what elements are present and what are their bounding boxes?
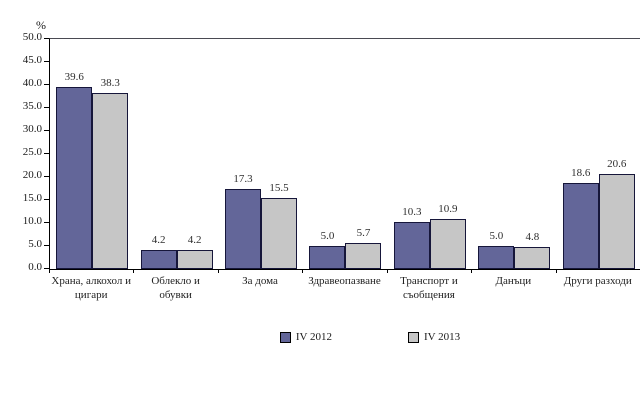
- bar-group: 4.2 4.2: [134, 39, 218, 269]
- category-label: Здравеопазване: [302, 274, 386, 303]
- y-axis-tick-mark: [44, 152, 49, 154]
- bar-pair: 10.3 10.9: [393, 203, 466, 269]
- legend-item: IV 2012: [279, 331, 332, 343]
- category-label: Други разходи: [556, 274, 640, 303]
- category-label-line: Други разходи: [563, 275, 632, 287]
- bar-group: 5.0 4.8: [472, 39, 556, 269]
- bar-value-label: 10.3: [402, 206, 422, 218]
- legend: IV 2012 IV 2013: [0, 331, 640, 343]
- category-label-line: За дома: [242, 275, 278, 287]
- y-axis-tick-label: 45.0: [22, 54, 42, 66]
- bar-iv-2012: 39.6: [56, 71, 93, 269]
- bar-pair: 5.0 4.8: [478, 230, 551, 269]
- legend-swatch-icon: [279, 331, 291, 343]
- bar-value-label: 20.6: [607, 158, 627, 170]
- bar-pair: 39.6 38.3: [56, 71, 129, 269]
- bar-iv-2013: 20.6: [598, 158, 635, 269]
- category-label-line: Храна, алкохол и: [51, 275, 132, 287]
- legend-label: IV 2012: [295, 331, 332, 343]
- y-axis-tick-mark: [44, 129, 49, 131]
- y-axis-tick-mark: [44, 244, 49, 246]
- x-axis-tick-mark: [217, 269, 219, 273]
- x-axis-tick-mark: [386, 269, 388, 273]
- y-axis-tick-mark: [44, 106, 49, 108]
- bar-iv-2013: 4.8: [514, 231, 551, 269]
- bar-value-label: 38.3: [100, 77, 120, 89]
- category-label: Храна, алкохол и цигари: [49, 274, 133, 303]
- y-axis-tick-label: 0.0: [28, 261, 42, 273]
- y-axis-tick-label: 15.0: [22, 192, 42, 204]
- bar-value-label: 18.6: [571, 167, 591, 179]
- bar-group: 18.6 20.6: [557, 39, 640, 269]
- y-axis-tick-mark: [44, 267, 49, 269]
- y-axis-tick-label: 10.0: [22, 215, 42, 227]
- bar-iv-2012: 17.3: [225, 173, 262, 269]
- category-label: Облекло и обувки: [133, 274, 217, 303]
- category-label-line: Здравеопазване: [308, 275, 381, 287]
- category-label: За дома: [218, 274, 302, 303]
- bar-pair: 17.3 15.5: [225, 173, 298, 269]
- bar-group: 17.3 15.5: [219, 39, 303, 269]
- x-axis-tick-mark: [133, 269, 135, 273]
- y-axis-tick-label: 35.0: [22, 100, 42, 112]
- x-axis-tick-mark: [302, 269, 304, 273]
- bar-value-label: 17.3: [233, 173, 253, 185]
- bar-group: 39.6 38.3: [50, 39, 134, 269]
- bar-value-label: 4.2: [151, 234, 166, 246]
- bar-iv-2013: 10.9: [429, 203, 466, 269]
- bar-iv-2012: 18.6: [562, 167, 599, 269]
- y-axis-tick-label: 20.0: [22, 169, 42, 181]
- y-axis-tick-label: 5.0: [28, 238, 42, 250]
- category-label-line: Транспорт и: [400, 275, 458, 287]
- bar-value-label: 10.9: [438, 203, 458, 215]
- bar-group: 10.3 10.9: [388, 39, 472, 269]
- bar-iv-2012: 4.2: [140, 234, 177, 269]
- bar-value-label: 4.2: [187, 234, 202, 246]
- bar-iv-2012: 10.3: [393, 206, 430, 269]
- y-axis-tick-mark: [44, 198, 49, 200]
- bar-value-label: 15.5: [269, 182, 289, 194]
- bar-iv-2013: 5.7: [345, 227, 382, 269]
- y-axis-unit-label: %: [36, 18, 46, 32]
- bar-value-label: 39.6: [64, 71, 84, 83]
- x-axis-tick-mark: [49, 269, 50, 273]
- x-axis-tick-mark: [471, 269, 473, 273]
- bar-value-label: 5.7: [356, 227, 371, 239]
- legend-label: IV 2013: [424, 331, 461, 343]
- y-axis-tick-label: 40.0: [22, 77, 42, 89]
- plot-area: 39.6 38.3 4.2 4.2 17.3 15.5 5.0 5.7 10.3 10.9 5.0 4…: [49, 38, 640, 270]
- bar-pair: 4.2 4.2: [140, 234, 213, 269]
- y-axis-tick-label: 50.0: [22, 31, 42, 43]
- bar-pair: 5.0 5.7: [309, 227, 382, 269]
- x-axis-tick-mark: [555, 269, 557, 273]
- category-label-line: Облекло и: [151, 275, 200, 287]
- bar-iv-2013: 38.3: [92, 77, 129, 269]
- category-label: Транспорт и съобщения: [387, 274, 471, 303]
- bar-value-label: 4.8: [525, 231, 540, 243]
- bar-group: 5.0 5.7: [303, 39, 387, 269]
- category-label-line: обувки: [159, 289, 192, 302]
- category-axis: Храна, алкохол и цигари Облекло и обувки За …: [49, 274, 640, 303]
- category-label-line: съобщения: [402, 289, 455, 302]
- y-axis-tick-mark: [44, 83, 49, 85]
- bar-iv-2013: 4.2: [176, 234, 213, 269]
- legend-item: IV 2013: [408, 331, 460, 343]
- bar-iv-2012: 5.0: [478, 230, 515, 269]
- y-axis-tick-mark: [44, 221, 49, 223]
- y-axis-tick-mark: [44, 37, 49, 39]
- category-label-line: Данъци: [495, 275, 532, 287]
- y-axis-tick-mark: [44, 60, 49, 62]
- legend-swatch-icon: [408, 331, 419, 343]
- bar-iv-2013: 15.5: [261, 182, 298, 269]
- bar-iv-2012: 5.0: [309, 230, 346, 269]
- y-axis-tick-mark: [44, 175, 49, 177]
- bar-value-label: 5.0: [320, 230, 335, 242]
- bar-value-label: 5.0: [489, 230, 504, 242]
- bar-pair: 18.6 20.6: [562, 158, 635, 269]
- category-label-line: цигари: [74, 289, 108, 302]
- category-label: Данъци: [471, 274, 555, 303]
- y-axis-tick-label: 25.0: [22, 146, 42, 158]
- y-axis-tick-label: 30.0: [22, 123, 42, 135]
